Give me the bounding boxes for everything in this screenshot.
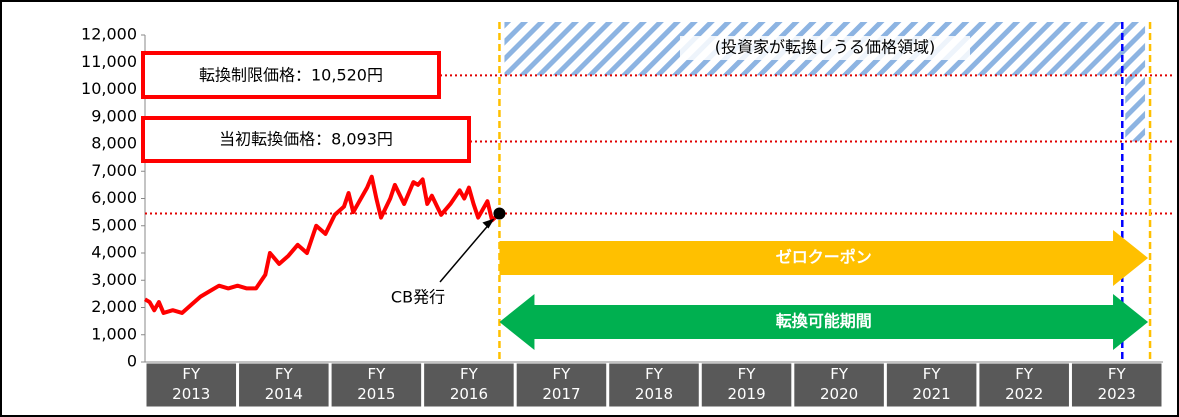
x-tick-label: FY 2017 — [542, 365, 580, 403]
x-tick-label: FY 2023 — [1098, 365, 1136, 403]
category-box — [700, 362, 793, 408]
coupon-label: ゼロクーポン — [776, 248, 872, 267]
y-tick-label: 12,000 — [81, 25, 137, 44]
region-label: (投資家が転換しうる価格領域) — [715, 38, 936, 57]
initial-price-box — [141, 116, 471, 163]
issue-arrowhead — [482, 218, 495, 229]
y-tick-label: 4,000 — [91, 243, 137, 262]
limit-price-label: 転換制限価格：10,520円 — [199, 66, 383, 85]
category-box — [608, 362, 700, 408]
y-tick-label: 5,000 — [91, 215, 137, 234]
x-tick-label: FY 2019 — [727, 365, 765, 403]
period-label: 転換可能期間 — [776, 312, 872, 331]
x-tick-label: FY 2021 — [913, 365, 951, 403]
category-box — [423, 362, 515, 408]
initial-price-label: 当初転換価格：8,093円 — [219, 130, 393, 149]
y-tick-label: 11,000 — [81, 52, 137, 71]
category-box — [238, 362, 330, 408]
y-tick-label: 8,000 — [91, 134, 137, 153]
category-box — [1070, 362, 1163, 408]
coupon-arrow — [499, 230, 1149, 286]
convertible-region — [1125, 22, 1146, 142]
x-tick-label: FY 2018 — [635, 365, 673, 403]
y-tick-label: 7,000 — [91, 161, 137, 180]
period-arrow — [499, 294, 1149, 350]
x-tick-label: FY 2014 — [265, 365, 303, 403]
y-tick-label: 9,000 — [91, 106, 137, 125]
x-tick-label: FY 2020 — [820, 365, 858, 403]
x-tick-label: FY 2015 — [357, 365, 395, 403]
issue-arrow — [439, 221, 493, 283]
limit-price-box — [141, 51, 441, 99]
y-tick-label: 2,000 — [91, 297, 137, 316]
region-label-bg — [680, 36, 970, 60]
y-tick-label: 0 — [127, 352, 137, 371]
category-box — [145, 362, 238, 408]
category-box — [330, 362, 423, 408]
price-line — [143, 174, 501, 315]
x-tick-label: FY 2013 — [172, 365, 210, 403]
y-tick-label: 10,000 — [81, 79, 137, 98]
category-box — [885, 362, 978, 408]
category-box — [515, 362, 608, 408]
x-tick-label: FY 2016 — [450, 365, 488, 403]
issue-label: CB発行 — [391, 288, 445, 307]
x-tick-label: FY 2022 — [1005, 365, 1043, 403]
category-box — [978, 362, 1070, 408]
y-tick-label: 3,000 — [91, 270, 137, 289]
issue-point — [493, 207, 506, 220]
y-tick-label: 6,000 — [91, 188, 137, 207]
category-box — [793, 362, 885, 408]
y-tick-label: 1,000 — [91, 324, 137, 343]
